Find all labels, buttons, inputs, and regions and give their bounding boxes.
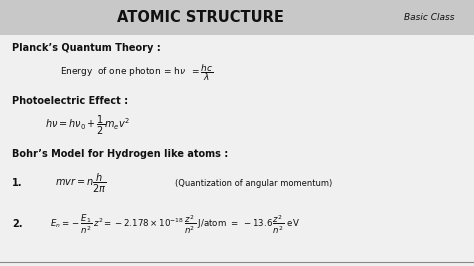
Text: ATOMIC STRUCTURE: ATOMIC STRUCTURE bbox=[117, 10, 283, 25]
Text: 1.: 1. bbox=[12, 178, 22, 188]
Text: Basic Class: Basic Class bbox=[404, 13, 455, 22]
FancyBboxPatch shape bbox=[0, 0, 474, 35]
Text: $mvr = n\dfrac{h}{2\pi}$: $mvr = n\dfrac{h}{2\pi}$ bbox=[55, 172, 107, 194]
Text: Photoelectric Effect :: Photoelectric Effect : bbox=[12, 96, 128, 106]
Text: $h\nu = h\nu_0 + \dfrac{1}{2}m_e v^2$: $h\nu = h\nu_0 + \dfrac{1}{2}m_e v^2$ bbox=[45, 114, 130, 136]
Text: Bohr’s Model for Hydrogen like atoms :: Bohr’s Model for Hydrogen like atoms : bbox=[12, 149, 228, 159]
Text: $E_n = -\dfrac{E_1}{n^2}\, z^2 = -2.178 \times 10^{-18}\, \dfrac{z^2}{n^2}$ J/at: $E_n = -\dfrac{E_1}{n^2}\, z^2 = -2.178 … bbox=[50, 212, 300, 236]
Text: 2.: 2. bbox=[12, 219, 22, 229]
Text: Energy  of one photon = h$\nu$  $= \dfrac{hc}{\lambda}$: Energy of one photon = h$\nu$ $= \dfrac{… bbox=[60, 63, 214, 84]
Text: (Quantization of angular momentum): (Quantization of angular momentum) bbox=[175, 178, 332, 188]
Text: Planck’s Quantum Theory :: Planck’s Quantum Theory : bbox=[12, 43, 161, 53]
